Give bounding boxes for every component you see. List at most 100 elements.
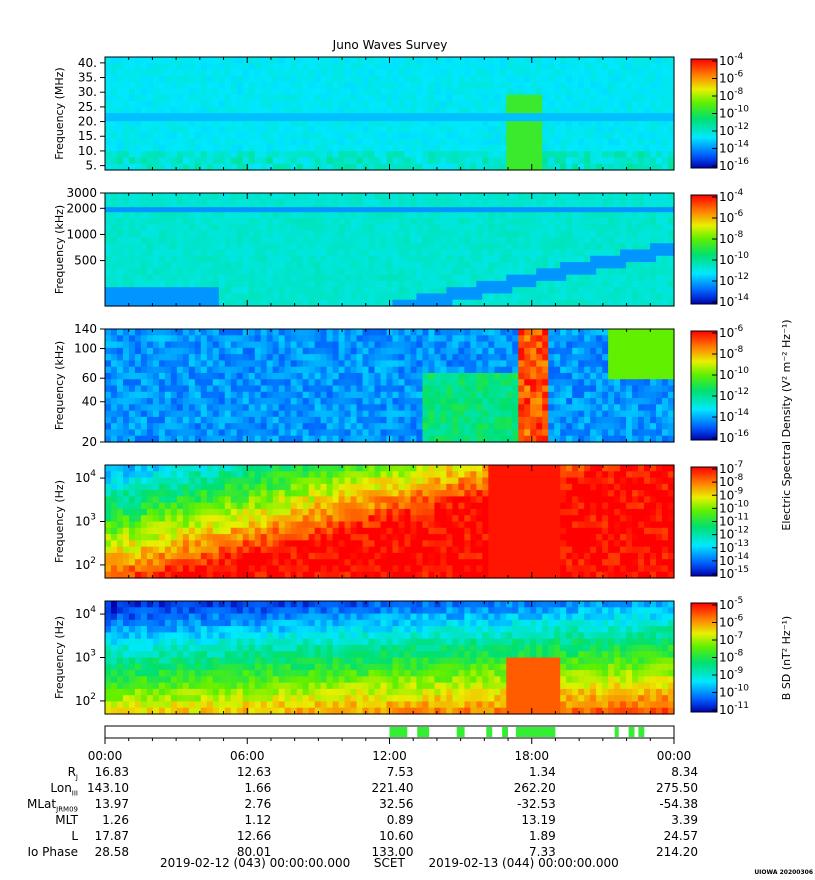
spectrogram-cell (512, 100, 519, 108)
spectrogram-cell (248, 218, 256, 225)
spectrogram-cell (266, 360, 274, 368)
spectrogram-cell (188, 423, 196, 431)
spectrogram-cell (332, 163, 340, 171)
spectrogram-cell (314, 268, 322, 276)
spectrogram-cell (500, 404, 507, 412)
spectrogram-cell (122, 119, 130, 127)
spectrogram-cell (302, 423, 310, 431)
spectrogram-cell (272, 423, 280, 431)
spectrogram-cell (176, 100, 184, 108)
spectrogram-cell (194, 329, 202, 336)
spectrogram-cell (236, 329, 244, 336)
spectrogram-cell (542, 157, 549, 165)
spectrogram-cell (134, 100, 142, 108)
spectrogram-cell (662, 293, 669, 301)
spectrogram-cell (284, 435, 292, 443)
spectrogram-cell (362, 268, 370, 276)
spectrogram-cell (230, 262, 238, 269)
spectrogram-cell (134, 435, 142, 443)
spectrogram-cell (272, 193, 280, 200)
spectrogram-cell (260, 341, 268, 349)
spectrogram-cell (140, 391, 148, 399)
spectrogram-cell (266, 354, 274, 361)
spectrogram-cell (254, 63, 262, 71)
spectrogram-cell (668, 75, 675, 83)
spectrogram-cell (206, 354, 214, 361)
colorbar (690, 194, 718, 305)
spectrogram-cell (542, 138, 549, 146)
spectrogram-cell (626, 138, 633, 146)
spectrogram-cell (266, 63, 274, 71)
spectrogram-cell (152, 299, 160, 307)
spectrogram-cell (140, 329, 148, 336)
spectrogram-cell (350, 193, 358, 200)
spectrogram-cell (200, 423, 208, 431)
spectrogram-cell (278, 280, 286, 288)
spectrogram-cell (470, 94, 477, 102)
spectrogram-cell (494, 157, 501, 165)
spectrogram-cell (230, 287, 238, 295)
spectrogram-cell (368, 107, 376, 115)
spectrogram-cell (152, 379, 160, 387)
spectrogram-cell (368, 119, 376, 127)
spectrogram-cell (476, 163, 483, 171)
spectrogram-cell (158, 100, 166, 108)
spectrogram-cell (182, 119, 190, 127)
spectrogram-cell (542, 163, 549, 171)
spectrogram-cell (428, 243, 436, 251)
spectrogram-cell (368, 211, 376, 219)
spectrogram-cell (230, 94, 238, 102)
spectrogram-cell (200, 249, 208, 257)
spectrogram-cell (512, 211, 519, 219)
spectrogram-cell (284, 299, 292, 307)
spectrogram-cell (596, 268, 603, 276)
spectrogram-cell (242, 429, 250, 437)
spectrogram-cell (140, 347, 148, 355)
spectrogram-cell (260, 249, 268, 257)
spectrogram-cell (110, 157, 118, 165)
spectrogram-cell (152, 126, 160, 133)
spectrogram-cell (434, 199, 442, 207)
spectrogram-cell (302, 280, 310, 288)
spectrogram-cell (620, 126, 627, 133)
spectrogram-cell (272, 255, 280, 263)
spectrogram-cell (410, 249, 418, 257)
spectrogram-cell (158, 94, 166, 102)
spectrogram-cell (248, 391, 256, 399)
spectrogram-cell (668, 280, 675, 288)
spectrogram-cell (506, 299, 513, 307)
spectrogram-cell (608, 107, 615, 115)
spectrogram-cell (392, 126, 400, 133)
spectrogram-cell (278, 236, 286, 244)
spectrogram-cell (428, 236, 436, 244)
spectrogram-cell (572, 138, 579, 146)
spectrogram-cell (410, 287, 418, 295)
spectrogram-cell (105, 69, 112, 77)
spectrogram-cell (386, 429, 394, 437)
spectrogram-cell (458, 416, 465, 424)
spectrogram-cell (434, 274, 442, 282)
spectrogram-cell (548, 287, 555, 295)
spectrogram-cell (242, 100, 250, 108)
spectrogram-cell (176, 151, 184, 159)
spectrogram-cell (452, 138, 459, 146)
spectrogram-cell (296, 75, 304, 83)
spectrogram-cell (356, 94, 364, 102)
spectrogram-cell (176, 57, 184, 64)
spectrogram-cell (656, 268, 663, 276)
spectrogram-cell (128, 262, 136, 269)
spectrogram-cell (452, 268, 459, 276)
spectrogram-cell (218, 157, 226, 165)
spectrogram-cell (392, 354, 400, 361)
spectrogram-cell (170, 335, 178, 343)
spectrogram-cell (554, 236, 561, 244)
spectrogram-cell (212, 391, 220, 399)
spectrogram-cell (290, 385, 298, 393)
spectrogram-cell (170, 391, 178, 399)
spectrogram-cell (506, 100, 513, 108)
spectrogram-cell (278, 299, 286, 307)
spectrogram-cell (146, 429, 154, 437)
spectrogram-cell (182, 151, 190, 159)
spectrogram-cell (146, 69, 154, 77)
